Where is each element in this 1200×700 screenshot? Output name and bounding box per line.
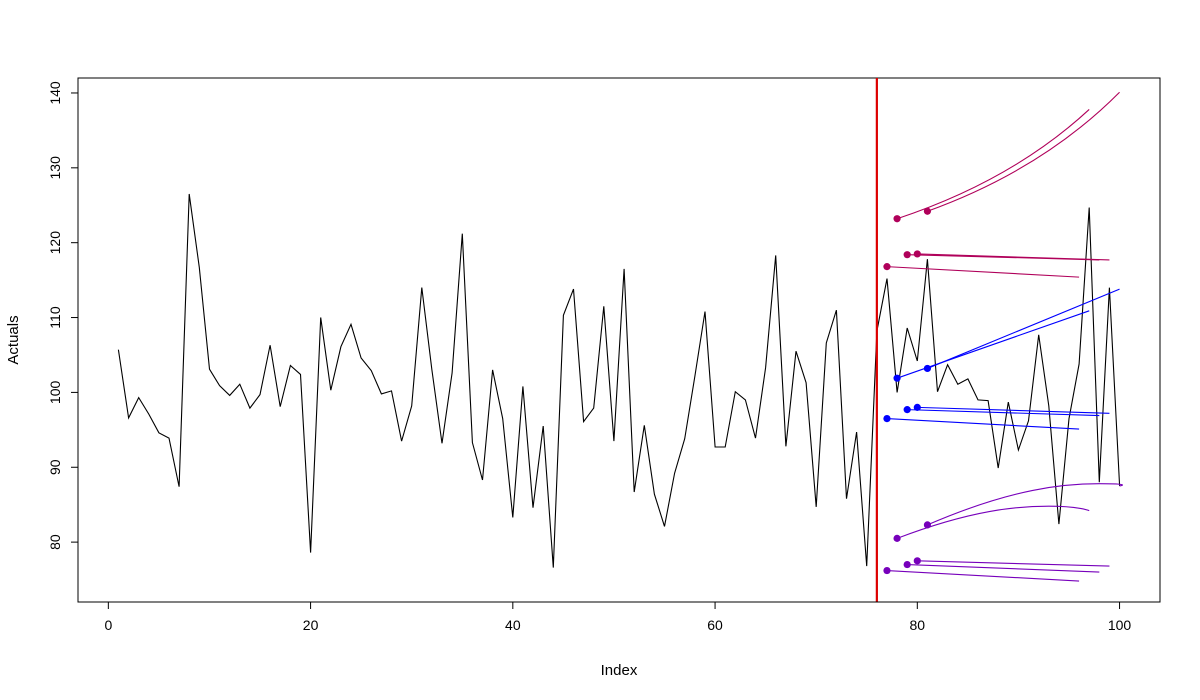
x-tick-label: 40 [505,617,521,633]
y-tick-label: 100 [47,381,63,405]
forecast-start-point [923,521,932,529]
forecast-line [886,570,1080,582]
y-tick-label: 90 [47,459,63,475]
forecast-start-point [903,406,911,414]
y-tick-label: 120 [47,231,63,255]
forecast-start-point [883,415,891,423]
forecast-line [917,253,1110,261]
x-axis-label: Index [601,662,638,679]
x-tick-label: 80 [910,617,926,633]
forecast-line [917,406,1110,414]
y-tick-label: 130 [47,156,63,180]
x-tick-label: 20 [303,617,319,633]
x-axis: 0 20 40 60 80 100 [104,601,1132,633]
forecast-start-point [923,364,932,373]
x-tick-label: 60 [707,617,723,633]
forecast-start-point [893,534,901,542]
forecast-start-point [883,263,891,271]
forecast-start-point [923,207,932,215]
forecast-line [917,560,1110,567]
y-tick-label: 110 [47,306,63,329]
forecast-start-point [913,557,921,565]
y-tick-label: 140 [47,81,63,105]
y-tick-label: 80 [47,534,63,550]
forecast-line [896,505,1090,539]
forecast-start-point [893,215,901,223]
y-axis-label: Actuals [5,315,22,364]
forecast-start-point [913,403,921,411]
forecast-start-point [883,566,891,575]
forecast-line [886,266,1080,278]
x-tick-label: 100 [1108,617,1132,633]
forecast-layer [883,91,1123,582]
forecast-line [927,288,1120,369]
y-axis: 80 90 100 110 120 130 140 [47,81,79,550]
forecast-line [927,91,1120,212]
forecast-line [886,418,1080,430]
forecast-start-point [893,374,901,382]
forecast-start-point [913,250,921,258]
forecast-line [907,409,1100,417]
actuals-layer [117,193,1121,568]
forecast-start-point [903,560,911,569]
forecast-line [927,483,1123,526]
x-tick-label: 0 [104,617,112,633]
actuals-series-line [117,193,1121,568]
forecast-line [896,109,1090,220]
forecast-start-point [903,251,911,259]
forecast-line [907,564,1100,573]
